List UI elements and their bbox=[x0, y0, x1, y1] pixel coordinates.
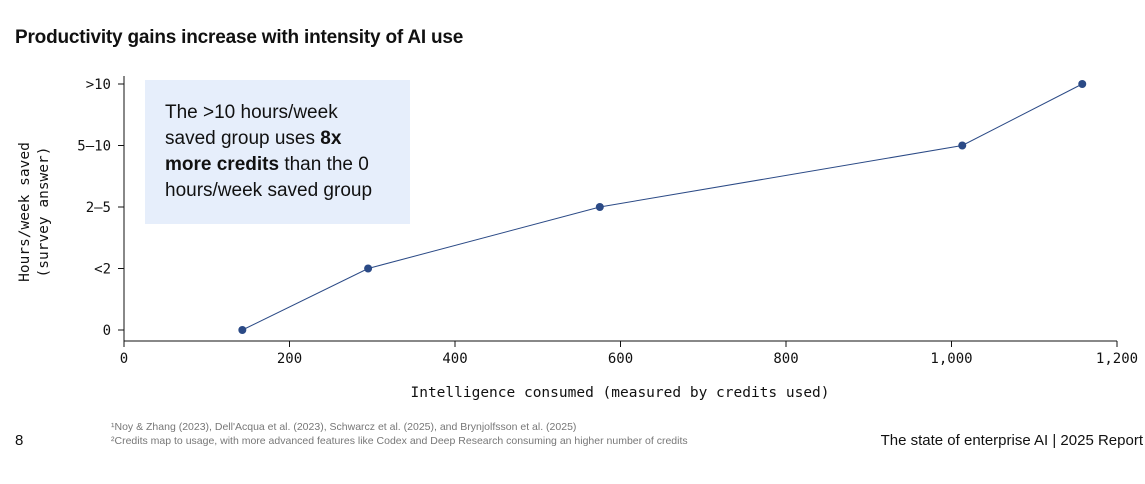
y-tick-label: 5–10 bbox=[77, 139, 111, 155]
chart-ticks: 0 200 400 600 800 1,000 1,200 0 <2 2–5 5–10 >10 bbox=[77, 77, 1138, 367]
y-axis-label-line-2: (survey answer) bbox=[36, 147, 52, 278]
insight-callout: The >10 hours/week saved group uses 8x m… bbox=[145, 80, 410, 224]
callout-text-part-2: than the 0 hours/week saved group bbox=[165, 154, 373, 201]
data-point bbox=[958, 141, 967, 150]
data-point bbox=[595, 203, 604, 211]
data-point bbox=[364, 264, 373, 273]
x-tick-label: 200 bbox=[277, 351, 302, 367]
y-tick-label: >10 bbox=[86, 77, 111, 93]
chart-series bbox=[238, 80, 1087, 334]
data-point bbox=[238, 326, 247, 334]
y-tick-label: <2 bbox=[94, 262, 111, 278]
y-tick-label: 2–5 bbox=[86, 200, 111, 216]
x-tick-label: 1,000 bbox=[930, 351, 972, 367]
footnotes: ¹Noy & Zhang (2023), Dell'Acqua et al. (… bbox=[111, 420, 688, 448]
footnote-2: ²Credits map to usage, with more advance… bbox=[111, 435, 688, 447]
footnote-1: ¹Noy & Zhang (2023), Dell'Acqua et al. (… bbox=[111, 421, 577, 433]
chart-axis-labels: Intelligence consumed (measured by credi… bbox=[17, 142, 830, 401]
x-tick-label: 0 bbox=[120, 351, 128, 367]
x-tick-label: 400 bbox=[442, 351, 467, 367]
x-tick-label: 1,200 bbox=[1096, 351, 1138, 367]
page-number: 8 bbox=[15, 432, 24, 449]
report-label: The state of enterprise AI | 2025 Report bbox=[880, 432, 1143, 449]
x-tick-label: 800 bbox=[773, 351, 798, 367]
y-axis-label-line-1: Hours/week saved bbox=[17, 142, 33, 282]
y-tick-label: 0 bbox=[103, 323, 111, 339]
line-chart: 0 200 400 600 800 1,000 1,200 0 <2 2–5 5–10 >10 Int… bbox=[17, 76, 1138, 401]
callout-text-part-1: The >10 hours/week saved group uses bbox=[165, 102, 338, 149]
x-tick-label: 600 bbox=[608, 351, 633, 367]
data-point bbox=[1078, 80, 1087, 88]
chart-title: Productivity gains increase with intensi… bbox=[15, 27, 464, 48]
callout-text-bold: 8x more credits bbox=[165, 128, 342, 175]
x-axis-label: Intelligence consumed (measured by credi… bbox=[410, 385, 829, 401]
